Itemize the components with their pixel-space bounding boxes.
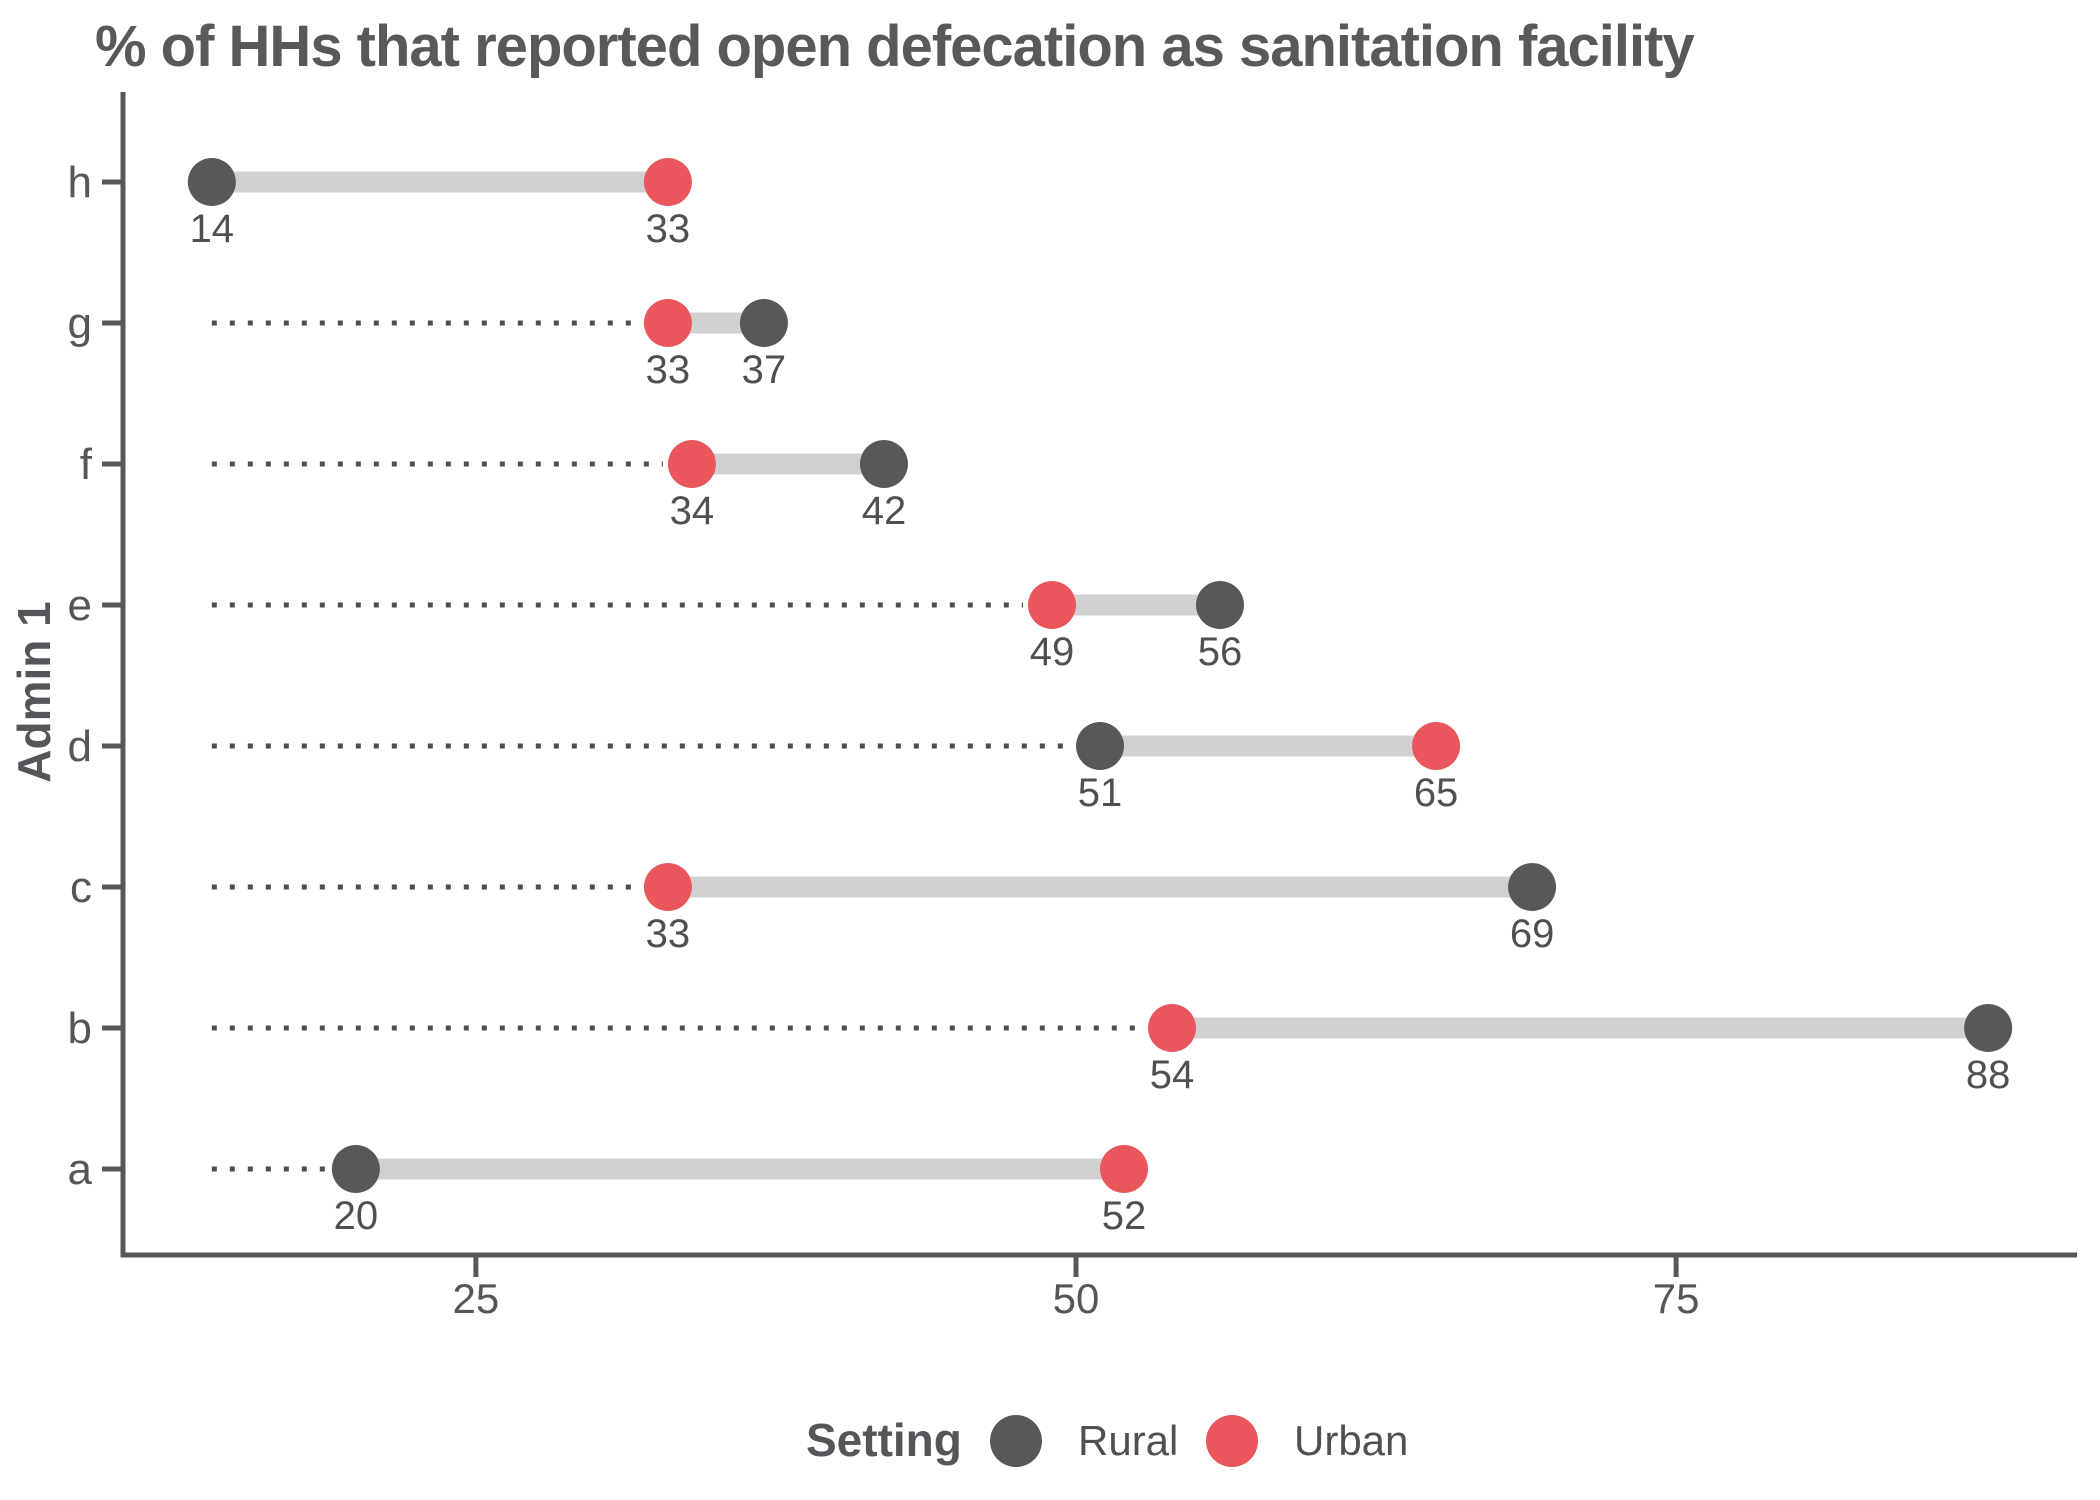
urban-value-label: 54 [1150,1053,1195,1097]
urban-value-label: 52 [1102,1194,1147,1238]
category-label: d [68,722,92,771]
rural-point [187,158,236,206]
rural-value-label: 88 [1966,1053,2011,1097]
x-tick-label: 25 [453,1275,500,1322]
urban-point [643,158,692,206]
urban-value-label: 34 [670,489,715,533]
category-label: f [80,440,93,489]
urban-value-label: 49 [1030,630,1075,674]
urban-value-label: 65 [1414,771,1459,815]
legend-urban-label: Urban [1294,1417,1408,1464]
rural-point [331,1145,380,1193]
rural-value-label: 20 [334,1194,379,1238]
urban-point [643,863,692,911]
urban-point [1412,722,1461,770]
rural-value-label: 37 [742,348,787,392]
urban-point [667,440,716,488]
legend-rural-marker-icon [990,1415,1042,1467]
category-label: h [68,158,92,207]
x-tick-label: 75 [1653,1275,1700,1322]
rural-point [1508,863,1557,911]
urban-point [1148,1004,1197,1052]
category-label: e [68,581,92,630]
category-label: g [68,299,92,348]
legend-title: Setting [806,1414,962,1466]
urban-value-label: 33 [646,348,691,392]
urban-point [1027,581,1076,629]
urban-value-label: 33 [646,207,691,251]
rural-point [1196,581,1245,629]
category-label: b [68,1004,92,1053]
rural-value-label: 69 [1510,912,1555,956]
rural-point [1964,1004,2013,1052]
category-label: c [70,863,92,912]
rural-point [859,440,908,488]
rural-value-label: 56 [1198,630,1243,674]
rural-value-label: 42 [862,489,907,533]
urban-point [1100,1145,1149,1193]
urban-point [643,299,692,347]
chart-title: % of HHs that reported open defecation a… [95,14,1694,79]
rural-value-label: 51 [1078,771,1123,815]
x-axis-ticks: 25 50 75 [453,1255,1700,1322]
y-axis-title: Admin 1 [8,601,60,782]
legend: Setting Rural Urban [806,1414,1408,1467]
rural-value-label: 14 [190,207,235,251]
urban-value-label: 33 [646,912,691,956]
plot-area: h 14 33 g 37 33 f 42 34 e 56 49 d 51 65 c 69 33 b 88 54 a 20 52 [68,158,2013,1238]
rural-point [739,299,788,347]
legend-rural-label: Rural [1078,1417,1178,1464]
rural-point [1076,722,1124,770]
category-label: a [68,1145,93,1194]
x-tick-label: 50 [1053,1275,1100,1322]
legend-urban-marker-icon [1206,1415,1258,1467]
